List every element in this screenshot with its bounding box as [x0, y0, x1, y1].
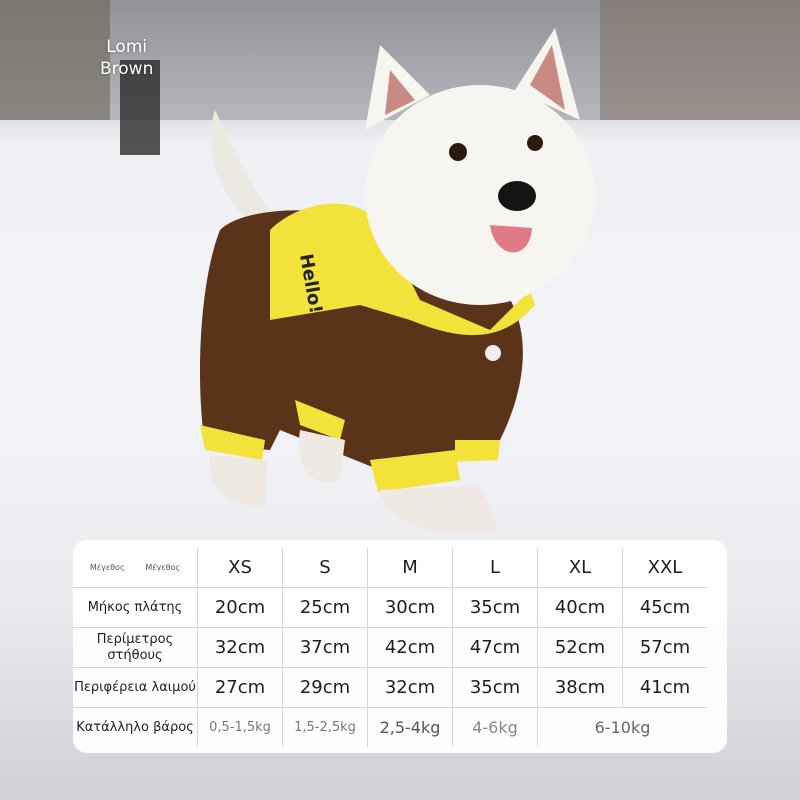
table-row: Περίμετρος στήθους 32cm 37cm 42cm 47cm 5… [73, 627, 707, 668]
cell: 0,5-1,5kg [197, 707, 283, 747]
cell: 35cm [452, 667, 538, 708]
cell: 6-10kg [594, 718, 651, 737]
brand-logo: Lomi Brown [100, 36, 153, 80]
size-xl: XL [537, 548, 623, 588]
cell: 41cm [622, 667, 707, 708]
table-header-row: Μέγεθος Μέγεθος XS S M L XL XXL [73, 548, 707, 588]
cell: 1,5-2,5kg [282, 707, 368, 747]
cell: 32cm [367, 667, 453, 708]
weight-row: Κατάλληλο βάρος 0,5-1,5kg 1,5-2,5kg 2,5-… [73, 707, 707, 747]
row-label: Περιφέρεια λαιμού [73, 667, 198, 708]
brand-line1: Lomi [106, 37, 148, 57]
row-label: Κατάλληλο βάρος [73, 707, 198, 747]
cell: 35cm [452, 587, 538, 628]
size-m: M [367, 548, 453, 588]
brand-line2: Brown [100, 59, 154, 79]
cell: 30cm [367, 587, 453, 628]
cell: 37cm [282, 627, 368, 668]
cell: 27cm [197, 667, 283, 708]
size-label-b: Μέγεθος [145, 563, 181, 572]
cell: 25cm [282, 587, 368, 628]
size-xxl: XXL [622, 548, 707, 588]
size-label-a: Μέγεθος [89, 563, 125, 572]
size-s: S [282, 548, 368, 588]
size-xs: XS [197, 548, 283, 588]
dog: Hello! [200, 28, 595, 535]
table-row: Μήκος πλάτης 20cm 25cm 30cm 35cm 40cm 45… [73, 587, 707, 628]
cell: 2,5-4kg [367, 707, 453, 747]
size-l: L [452, 548, 538, 588]
cell: 45cm [622, 587, 707, 628]
cell: 32cm [197, 627, 283, 668]
cell: 52cm [537, 627, 623, 668]
cell: 4-6kg [452, 707, 538, 747]
cell: 57cm [622, 627, 707, 668]
header-label: Μέγεθος Μέγεθος [73, 548, 198, 588]
size-table: Μέγεθος Μέγεθος XS S M L XL XXL Μήκος πλ… [73, 548, 707, 747]
size-chart: Μέγεθος Μέγεθος XS S M L XL XXL Μήκος πλ… [73, 540, 727, 753]
cell: 40cm [537, 587, 623, 628]
table-row: Περιφέρεια λαιμού 27cm 29cm 32cm 35cm 38… [73, 667, 707, 708]
cell: 20cm [197, 587, 283, 628]
cell: 38cm [537, 667, 623, 708]
cell: 42cm [367, 627, 453, 668]
row-label: Περίμετρος στήθους [73, 627, 198, 668]
cell: 29cm [282, 667, 368, 708]
cell: 47cm [452, 627, 538, 668]
row-label: Μήκος πλάτης [73, 587, 198, 628]
